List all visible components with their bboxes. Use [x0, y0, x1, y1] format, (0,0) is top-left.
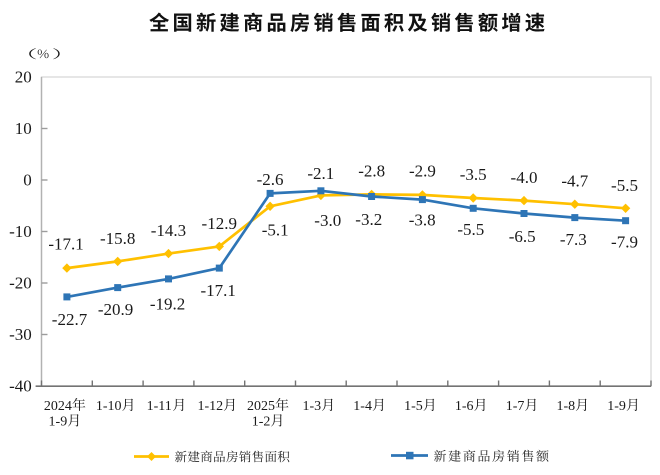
svg-text:-10: -10: [9, 222, 32, 241]
svg-text:-3.0: -3.0: [314, 211, 341, 230]
svg-text:-2.1: -2.1: [307, 164, 334, 183]
svg-text:-17.1: -17.1: [48, 234, 83, 253]
svg-text:-14.3: -14.3: [151, 221, 186, 240]
svg-text:-3.8: -3.8: [409, 211, 436, 230]
svg-text:1-9: 1-9: [49, 414, 68, 429]
svg-text:1-6: 1-6: [455, 399, 474, 414]
svg-text:1-10: 1-10: [96, 399, 122, 414]
svg-text:-22.7: -22.7: [52, 310, 88, 329]
svg-text:1-2: 1-2: [252, 414, 271, 429]
svg-text:-4.7: -4.7: [561, 172, 588, 191]
svg-text:-12.9: -12.9: [202, 214, 237, 233]
svg-text:-6.5: -6.5: [509, 227, 536, 246]
svg-text:-20.9: -20.9: [98, 300, 133, 319]
svg-text:-2.8: -2.8: [358, 161, 385, 180]
svg-text:-30: -30: [9, 325, 32, 344]
svg-text:-2.9: -2.9: [409, 162, 436, 181]
svg-text:-3.2: -3.2: [355, 210, 382, 229]
svg-text:-7.9: -7.9: [611, 233, 638, 252]
svg-text:-5.1: -5.1: [262, 221, 289, 240]
svg-text:1-7: 1-7: [506, 399, 525, 414]
svg-text:-5.5: -5.5: [611, 176, 638, 195]
svg-text:-2.6: -2.6: [257, 170, 284, 189]
svg-text:-15.8: -15.8: [100, 229, 135, 248]
svg-text:10: 10: [15, 119, 32, 138]
svg-text:2025: 2025: [247, 399, 275, 414]
svg-text:1-5: 1-5: [404, 399, 423, 414]
svg-text:-17.1: -17.1: [200, 281, 235, 300]
svg-text:-4.0: -4.0: [511, 168, 538, 187]
svg-text:0: 0: [23, 170, 32, 189]
svg-text:1-11: 1-11: [147, 399, 172, 414]
svg-text:2024: 2024: [44, 399, 72, 414]
svg-text:-20: -20: [9, 273, 32, 292]
svg-text:1-3: 1-3: [303, 399, 322, 414]
svg-text:-19.2: -19.2: [150, 295, 185, 314]
svg-text:-7.3: -7.3: [560, 230, 587, 249]
svg-text:-40: -40: [9, 376, 32, 395]
svg-text:1-4: 1-4: [353, 399, 372, 414]
svg-text:1-9: 1-9: [607, 399, 626, 414]
svg-text:20: 20: [15, 67, 32, 86]
svg-text:-3.5: -3.5: [460, 165, 487, 184]
svg-text:-5.5: -5.5: [457, 220, 484, 239]
svg-text:1-8: 1-8: [556, 399, 575, 414]
svg-text:1-12: 1-12: [197, 399, 223, 414]
